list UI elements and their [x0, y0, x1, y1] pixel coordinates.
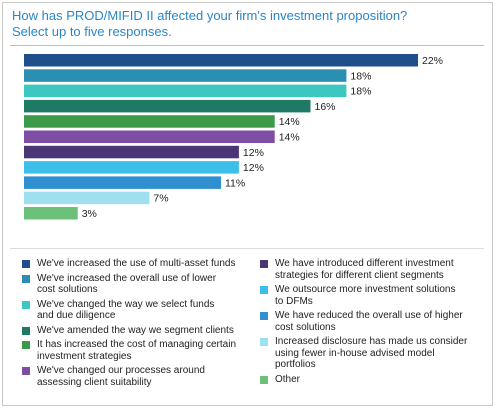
- legend-swatch: [22, 341, 30, 349]
- legend-item: We have introduced different investment …: [260, 258, 482, 281]
- bar-10: [24, 191, 150, 205]
- legend-column-right: We have introduced different investment …: [260, 258, 482, 388]
- bar-2: [24, 69, 347, 82]
- legend-label: We've increased the overall use of lower…: [37, 272, 217, 296]
- legend-swatch: [260, 286, 268, 294]
- bar-value-label-3: 18%: [350, 86, 371, 98]
- legend-item: We've increased the use of multi-asset f…: [22, 258, 247, 270]
- legend-label: We have introduced different investment …: [275, 258, 454, 281]
- legend-column-left: We've increased the use of multi-asset f…: [22, 258, 247, 391]
- legend-swatch: [22, 367, 30, 375]
- legend-item: We've changed our processes around asses…: [22, 365, 247, 388]
- title-line-1: How has PROD/MIFID II affected your firm…: [12, 8, 408, 23]
- legend-item: We outsource more investment solutions t…: [260, 284, 482, 307]
- legend-item: Increased disclosure has made us conside…: [260, 336, 482, 371]
- legend-label: We have reduced the overall use of highe…: [275, 310, 463, 333]
- chart-title: How has PROD/MIFID II affected your firm…: [12, 8, 482, 40]
- bar-4: [24, 99, 311, 113]
- legend-swatch: [260, 312, 268, 320]
- bar-value-label-6: 14%: [279, 132, 300, 144]
- legend-label: Increased disclosure has made us conside…: [275, 336, 468, 370]
- bar-11: [24, 207, 78, 220]
- bar-6: [24, 130, 275, 143]
- bar-8: [24, 161, 239, 174]
- legend-swatch: [22, 260, 30, 268]
- legend-divider: [10, 248, 484, 249]
- bar-value-label-5: 14%: [279, 116, 300, 128]
- legend-label: We've changed the way we select funds an…: [37, 298, 215, 322]
- legend-item: We have reduced the overall use of highe…: [260, 310, 482, 333]
- bar-7: [24, 145, 239, 159]
- legend-swatch: [260, 260, 268, 268]
- bar-1: [24, 54, 418, 67]
- legend-label: We outsource more investment solutions t…: [275, 284, 456, 307]
- legend-label: Other: [275, 373, 301, 385]
- bar-value-label-8: 12%: [243, 162, 264, 174]
- bar-value-label-1: 22%: [422, 55, 443, 67]
- bar-value-label-11: 3%: [82, 208, 97, 220]
- bar-value-label-9: 11%: [225, 177, 245, 189]
- legend-label: We've increased the use of multi-asset f…: [37, 258, 236, 269]
- title-divider: [10, 45, 484, 46]
- title-line-2: Select up to five responses.: [12, 24, 172, 39]
- bar-chart: 22% 18% 18% 16% 14% 14% 12% 12% 11% 7% 3%: [24, 54, 443, 220]
- legend-item: It has increased the cost of managing ce…: [22, 339, 247, 362]
- legend-item: We've changed the way we select funds an…: [22, 299, 247, 322]
- legend-swatch: [22, 300, 30, 309]
- legend-swatch: [260, 338, 268, 346]
- legend-swatch: [22, 326, 30, 335]
- bar-value-label-4: 16%: [315, 101, 336, 113]
- legend-item: We've increased the overall use of lower…: [22, 273, 247, 296]
- legend-item: Other: [260, 374, 482, 386]
- legend-label: We've changed our processes around asses…: [37, 365, 205, 388]
- legend-label: It has increased the cost of managing ce…: [37, 339, 237, 362]
- bar-9: [24, 176, 221, 189]
- legend-item: We've amended the way we segment clients: [22, 325, 247, 337]
- bar-value-label-2: 18%: [350, 70, 371, 82]
- legend-label: We've amended the way we segment clients: [37, 324, 234, 336]
- bar-value-label-7: 12%: [243, 147, 264, 159]
- legend-swatch: [260, 375, 268, 384]
- legend-swatch: [22, 274, 30, 283]
- bar-3: [24, 84, 347, 98]
- bar-value-label-10: 7%: [153, 193, 168, 205]
- bar-5: [24, 115, 275, 128]
